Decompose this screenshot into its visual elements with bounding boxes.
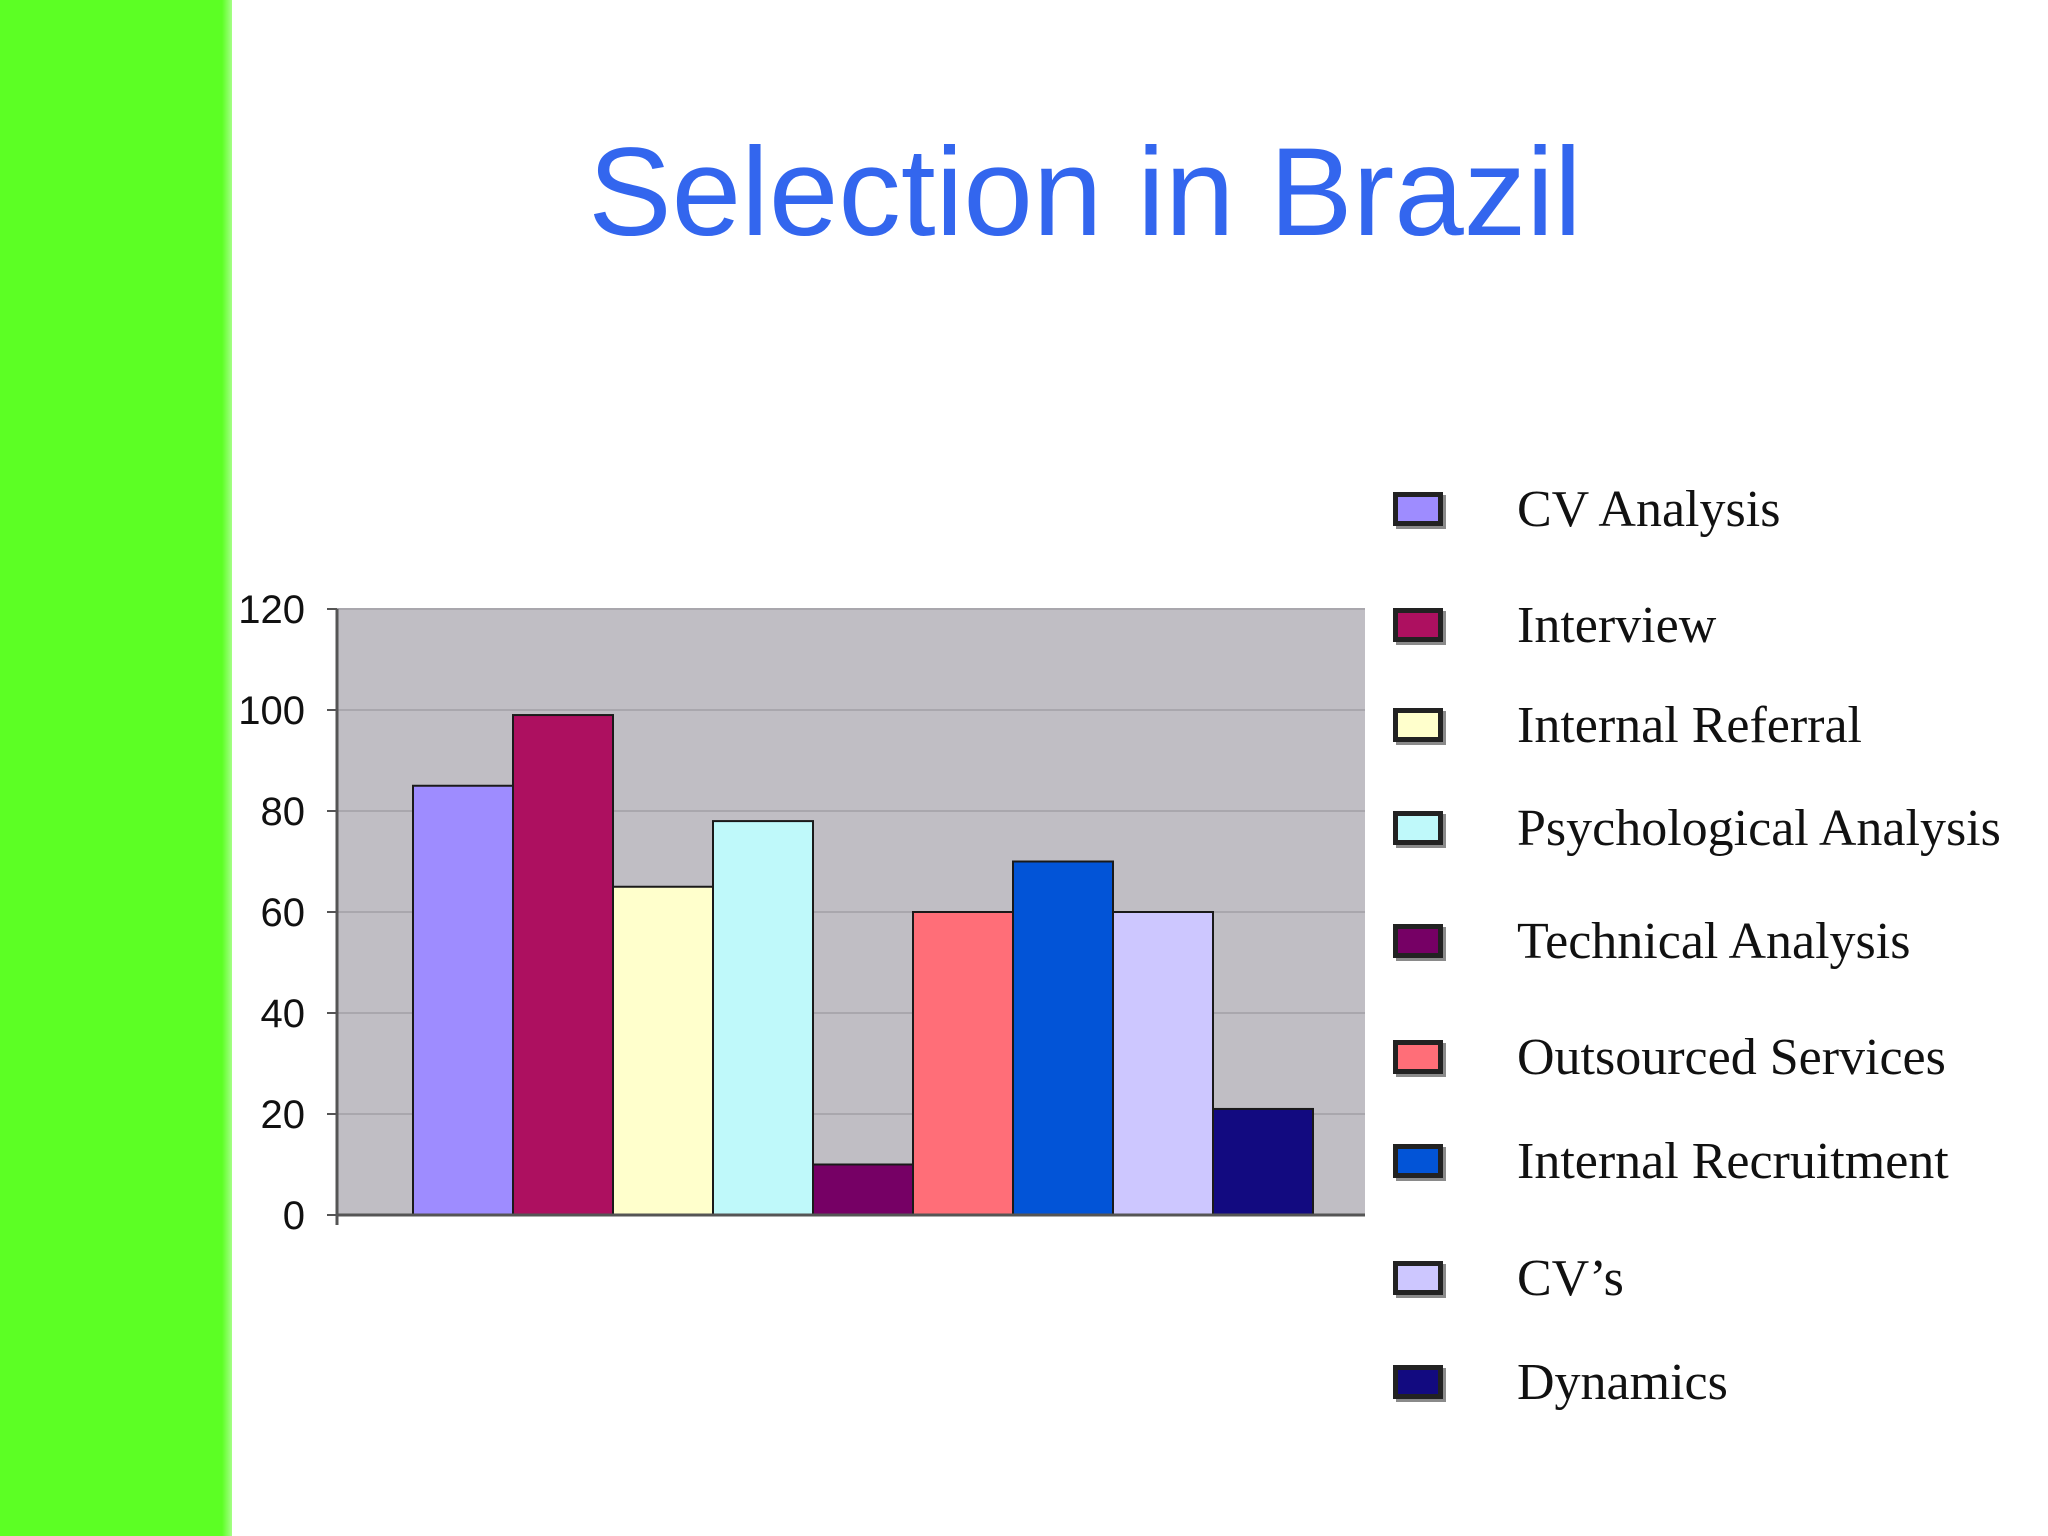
legend-swatch (1393, 1144, 1443, 1178)
slide-title: Selection in Brazil (588, 123, 1582, 262)
legend-swatch (1393, 708, 1443, 742)
legend-item: CV Analysis (1393, 474, 1780, 544)
legend-swatch (1393, 608, 1443, 642)
legend-swatch (1393, 811, 1443, 845)
legend-label: Psychological Analysis (1517, 799, 2001, 857)
legend-swatch (1393, 492, 1443, 526)
legend-item: Dynamics (1393, 1347, 1728, 1417)
legend-label: Technical Analysis (1517, 912, 1911, 970)
legend-swatch (1393, 1261, 1443, 1295)
y-tick-label: 80 (261, 790, 306, 834)
bar-1 (412, 784, 514, 1216)
legend-item: Interview (1393, 590, 1716, 660)
legend-item: Psychological Analysis (1393, 793, 2001, 863)
legend-label: CV’s (1517, 1249, 1624, 1307)
legend-label: Internal Referral (1517, 696, 1863, 754)
bar-2 (512, 714, 614, 1216)
legend-label: CV Analysis (1517, 480, 1781, 538)
legend-swatch (1393, 1040, 1443, 1074)
legend-label: Internal Recruitment (1517, 1132, 1949, 1190)
legend-item: Technical Analysis (1393, 906, 1910, 976)
bar-7 (1012, 860, 1114, 1216)
legend-swatch (1393, 924, 1443, 958)
y-tick-label: 20 (261, 1093, 306, 1137)
y-tick-label: 100 (238, 689, 305, 733)
bars (412, 714, 1314, 1216)
y-tick-label: 0 (283, 1194, 305, 1238)
y-tick-label: 40 (261, 992, 306, 1036)
bar-8 (1112, 911, 1214, 1216)
bar-3 (612, 885, 714, 1216)
legend-item: Internal Referral (1393, 690, 1862, 760)
bar-6 (912, 911, 1014, 1216)
y-tick-label: 60 (261, 891, 306, 935)
legend-swatch (1393, 1365, 1443, 1399)
legend-label: Outsourced Services (1517, 1028, 1946, 1086)
bar-4 (712, 820, 814, 1216)
legend-label: Dynamics (1517, 1353, 1728, 1411)
legend-item: Internal Recruitment (1393, 1126, 1949, 1196)
y-tick-label: 120 (238, 588, 305, 632)
axes: 0 20 40 60 80 100 120 (238, 588, 1365, 1238)
side-accent-bar (0, 0, 232, 1536)
legend-item: CV’s (1393, 1243, 1624, 1313)
legend-item: Outsourced Services (1393, 1022, 1946, 1092)
bar-9 (1212, 1107, 1314, 1216)
legend-label: Interview (1517, 596, 1717, 654)
bar-5 (812, 1163, 914, 1216)
